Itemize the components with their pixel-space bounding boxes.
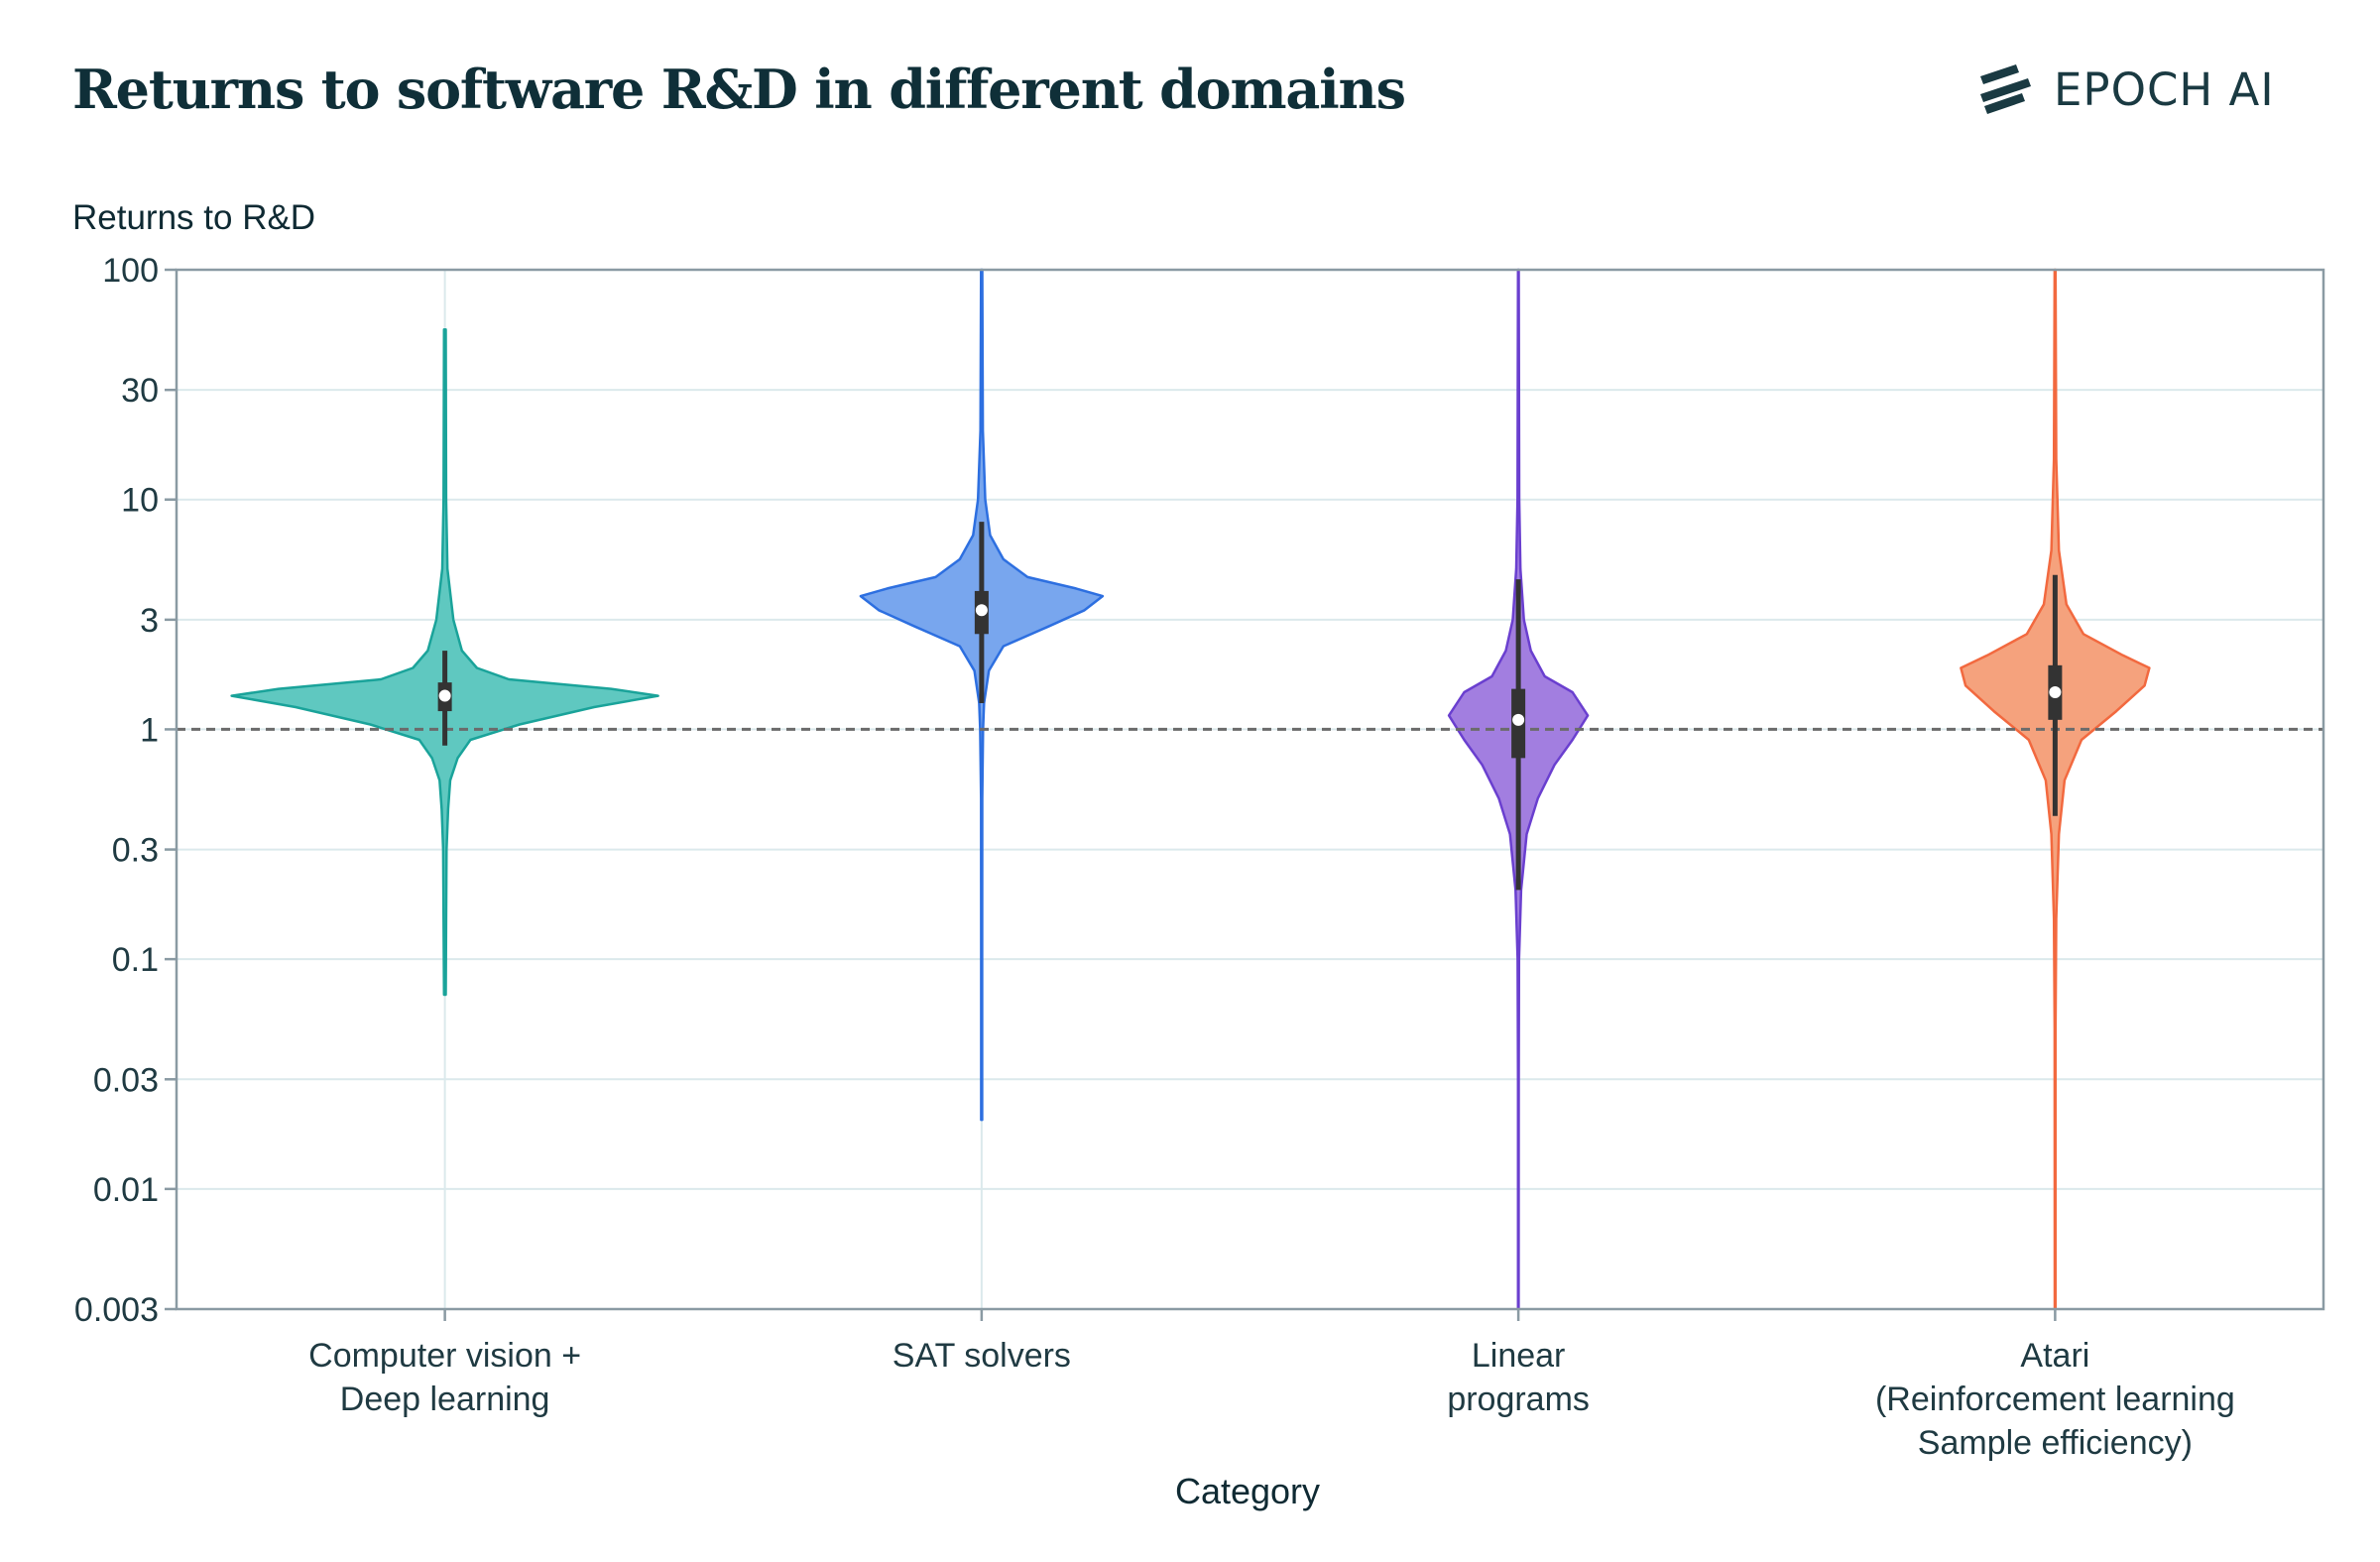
y-tick-label: 0.01 — [93, 1171, 159, 1209]
epoch-logo-icon — [1980, 64, 2031, 114]
x-tick-label: Atari — [2020, 1337, 2089, 1375]
y-tick-label: 30 — [121, 372, 159, 410]
y-tick-label: 1 — [140, 711, 159, 749]
y-tick-label: 3 — [140, 602, 159, 640]
x-tick-label: Deep learning — [340, 1381, 550, 1418]
plot-frame — [175, 268, 2325, 1311]
x-tick-label: Linear — [1472, 1337, 1566, 1375]
brand-name: EPOCH AI — [2054, 62, 2275, 116]
x-tick-label: programs — [1447, 1381, 1590, 1418]
x-axis-label: Category — [1174, 1471, 1321, 1511]
violin-median-dot — [1512, 713, 1525, 726]
x-tick-label: (Reinforcement learning — [1875, 1381, 2235, 1418]
x-tick-label: Computer vision + — [308, 1337, 581, 1375]
y-axis-label: Returns to R&D — [72, 198, 316, 237]
y-tick-label: 0.1 — [112, 941, 159, 979]
violin-median-dot — [2049, 686, 2062, 699]
x-tick-label: SAT solvers — [892, 1337, 1071, 1375]
x-tick-label: Sample efficiency) — [1918, 1424, 2193, 1462]
violin-median-dot — [438, 689, 451, 702]
epoch-ai-logo: EPOCH AI — [1976, 60, 2275, 119]
y-tick-label: 100 — [102, 252, 159, 290]
y-tick-label: 0.003 — [74, 1291, 159, 1329]
y-tick-label: 0.3 — [112, 832, 159, 870]
y-tick-label: 10 — [121, 482, 159, 520]
y-tick-label: 0.03 — [93, 1061, 159, 1099]
violin-median-dot — [975, 604, 988, 617]
chart-title: Returns to software R&D in different dom… — [72, 58, 1406, 121]
